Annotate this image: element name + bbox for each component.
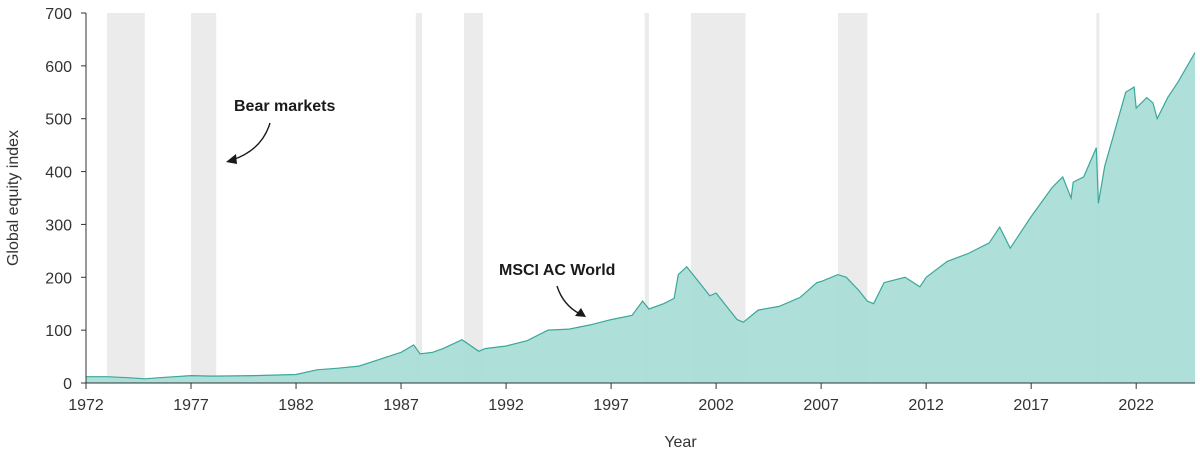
x-tick-label: 1982 xyxy=(278,397,314,414)
y-tick-label: 700 xyxy=(45,6,72,23)
y-tick-label: 400 xyxy=(45,165,72,182)
bear-market-band xyxy=(644,13,649,383)
x-tick-label: 1972 xyxy=(68,397,104,414)
y-tick-label: 600 xyxy=(45,59,72,76)
msci-ac-world-label: MSCI AC World xyxy=(499,262,615,279)
x-tick-label: 1977 xyxy=(173,397,209,414)
x-tick-label: 1992 xyxy=(488,397,524,414)
bear-markets-arrow xyxy=(231,122,271,161)
y-tick-label: 100 xyxy=(45,323,72,340)
y-tick-label: 500 xyxy=(45,112,72,129)
x-axis-title: Year xyxy=(664,434,697,451)
x-tick-label: 2007 xyxy=(803,397,839,414)
bear-markets-arrowhead xyxy=(226,154,237,164)
x-tick-label: 1997 xyxy=(593,397,629,414)
msci-ac-world-area-fill xyxy=(86,52,1195,383)
msci-ac-world-arrowhead xyxy=(575,308,586,317)
y-tick-label: 0 xyxy=(63,376,72,393)
x-tick-label: 2022 xyxy=(1118,397,1154,414)
y-tick-label: 300 xyxy=(45,217,72,234)
bear-market-band xyxy=(191,13,217,383)
msci-ac-world-arrow xyxy=(556,285,581,315)
x-axis-ticks: 1972 1977 1982 1987 1992 1997 2002 2007 2012 2017… xyxy=(68,383,1154,414)
x-tick-label: 2002 xyxy=(698,397,734,414)
bear-market-band xyxy=(464,13,483,383)
x-tick-label: 1987 xyxy=(383,397,419,414)
x-tick-label: 2017 xyxy=(1013,397,1049,414)
bear-market-band xyxy=(415,13,423,383)
msci-ac-world-area xyxy=(86,52,1196,383)
msci-ac-world-line xyxy=(86,52,1196,380)
y-tick-label: 200 xyxy=(45,270,72,287)
y-axis-ticks: 0 100 200 300 400 500 600 700 xyxy=(45,6,86,393)
y-axis-title: Global equity index xyxy=(5,130,22,266)
bear-markets-label: Bear markets xyxy=(234,98,336,115)
bear-market-band xyxy=(107,13,145,383)
annotations: Bear markets MSCI AC World xyxy=(226,98,615,317)
x-tick-label: 2012 xyxy=(908,397,944,414)
